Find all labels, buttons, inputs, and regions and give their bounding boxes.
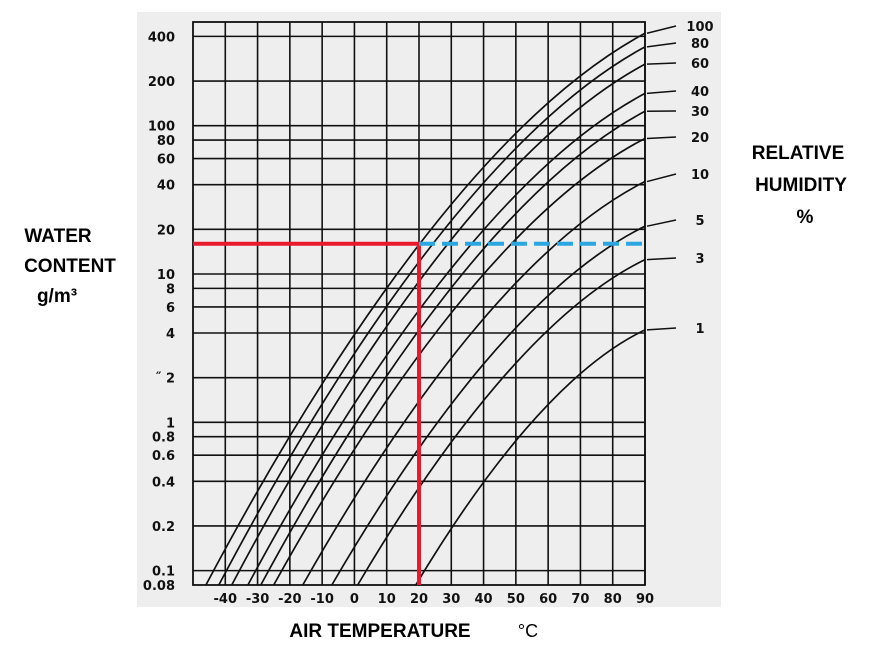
x-tick-label: 20	[410, 592, 428, 607]
humidity-label-10: 10	[691, 168, 709, 183]
x-tick-label: -20	[278, 592, 302, 607]
x-axis-unit: °C	[518, 621, 538, 641]
x-tick-label: 30	[442, 592, 460, 607]
y-tick-label: 100	[148, 120, 175, 135]
y-tick-label: 80	[157, 134, 175, 149]
y-tick-label: 6	[166, 301, 175, 316]
y-tick-label: 4	[166, 327, 175, 342]
humidity-label-100: 100	[686, 20, 713, 35]
humidity-curve-10	[302, 180, 646, 586]
humidity-label-40: 40	[691, 85, 709, 100]
x-tick-label: 80	[604, 592, 622, 607]
humidity-curves	[205, 32, 646, 586]
x-tick-label: 10	[378, 592, 396, 607]
humidity-leader-40	[646, 90, 677, 95]
humidity-curve-5	[331, 225, 646, 586]
y-tick-label: 0.4	[152, 475, 175, 490]
humidity-curve-1	[415, 329, 646, 586]
y-tick-label: 0.08	[143, 579, 175, 594]
y-tick-label: 10	[157, 268, 175, 283]
humidity-leader-5	[646, 219, 677, 227]
tick-labels: -40 -30 -20 -10 0 10 20 30 40 50 60 70 80 90400200100…	[143, 30, 654, 607]
humidity-leader-60	[646, 62, 677, 65]
humidity-curve-20	[272, 137, 646, 586]
y-tick-label: 400	[148, 30, 175, 45]
humidity-label-5: 5	[695, 214, 704, 229]
legend-title-line-1: RELATIVE	[752, 143, 845, 164]
legend-title-line-3: %	[797, 207, 814, 228]
x-tick-label: 0	[350, 592, 359, 607]
humidity-label-80: 80	[691, 37, 709, 52]
x-tick-label: 90	[636, 592, 654, 607]
humidity-label-60: 60	[691, 57, 709, 72]
humidity-leader-3	[646, 257, 677, 261]
x-tick-label: 70	[571, 592, 589, 607]
plot-background	[137, 12, 721, 607]
y-tick-label: ˝ 2	[155, 372, 175, 387]
y-tick-label: 20	[157, 223, 175, 238]
humidity-labels: 100 80 60 40 30 20 10 5 3 1	[646, 20, 714, 337]
humidity-leader-20	[646, 136, 677, 140]
humidity-curve-80	[218, 46, 646, 586]
y-axis-title-line-1: WATER	[24, 226, 91, 247]
y-tick-label: 0.1	[152, 565, 175, 580]
humidity-curve-40	[247, 92, 646, 586]
humidity-label-20: 20	[691, 131, 709, 146]
humidity-curve-3	[356, 258, 646, 586]
y-tick-label: 200	[148, 75, 175, 90]
x-tick-label: -40	[214, 592, 238, 607]
y-tick-label: 0.8	[152, 431, 175, 446]
x-axis-title: AIR TEMPERATURE	[289, 621, 470, 642]
y-tick-label: 40	[157, 179, 175, 194]
y-tick-label: 0.2	[152, 520, 175, 535]
y-tick-label: 1	[166, 416, 175, 431]
humidity-curve-30	[260, 110, 646, 586]
guide-lines	[193, 241, 645, 585]
x-tick-label: 40	[475, 592, 493, 607]
y-axis-title-line-3: g/m³	[37, 286, 77, 307]
humidity-label-30: 30	[691, 105, 709, 120]
y-tick-label: 60	[157, 153, 175, 168]
legend-title-line-2: HUMIDITY	[755, 175, 847, 196]
humidity-leader-10	[646, 173, 677, 183]
humidity-label-1: 1	[695, 322, 704, 337]
x-tick-label: -10	[310, 592, 334, 607]
humidity-curve-60	[230, 63, 646, 586]
y-tick-label: 0.6	[152, 449, 175, 464]
humidity-leader-100	[646, 25, 677, 34]
y-axis-title-line-2: CONTENT	[24, 256, 116, 277]
x-tick-label: 50	[507, 592, 525, 607]
x-tick-label: -30	[246, 592, 270, 607]
humidity-label-3: 3	[695, 252, 704, 267]
humidity-leader-1	[646, 327, 677, 331]
humidity-leader-80	[646, 42, 677, 48]
x-tick-label: 60	[539, 592, 557, 607]
y-tick-label: 8	[166, 282, 175, 297]
